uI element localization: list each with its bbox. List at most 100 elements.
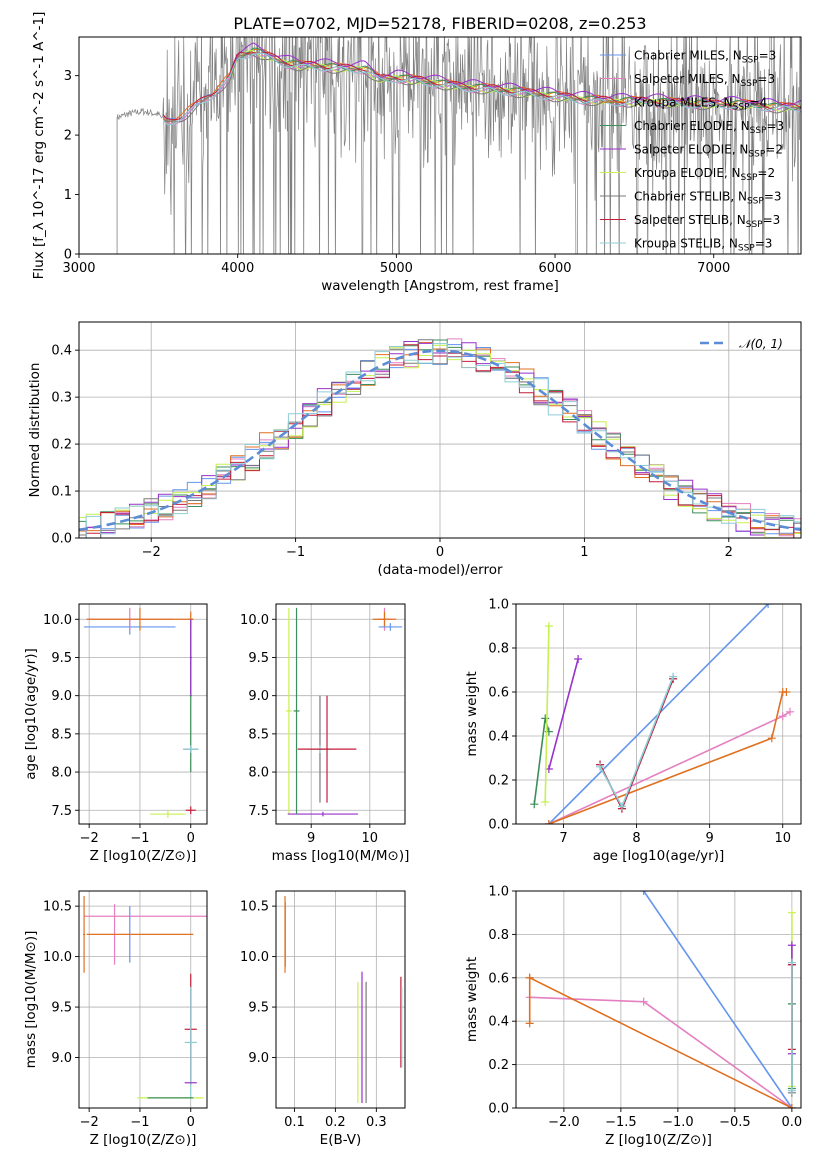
x-axis-label: Z [log10(Z/Z⊙)] xyxy=(90,1132,197,1148)
x-axis-label: (data-model)/error xyxy=(377,562,503,578)
y-axis-label: Normed distribution xyxy=(27,363,43,498)
legend-label: Chabrier STELIB, NSSP=3 xyxy=(634,190,782,207)
weight-line-salpeter-elodie xyxy=(548,658,579,770)
y-tick-label: 0.4 xyxy=(488,1015,509,1030)
x-tick-label: 1 xyxy=(580,545,588,560)
axes-mass_vs_Z: −2 −1 0 9.0 9.5 10.0 10.5 Z [log10(Z/Z⊙)] mass [… xyxy=(23,890,208,1148)
axes-spectrum: 3000 4000 5000 6000 7000 0 1 2 3 wavelength [Angs… xyxy=(31,12,802,294)
x-tick-label: −0.5 xyxy=(719,1115,751,1130)
weight-marker xyxy=(574,655,583,663)
y-tick-label: 10.0 xyxy=(240,613,269,628)
axes-age_vs_Z: −2 −1 0 7.5 8.0 8.5 9.0 9.5 10.0 Z [log10(Z/Z⊙)] a… xyxy=(23,603,208,864)
normal-curve xyxy=(79,349,801,532)
x-tick-label: 0 xyxy=(187,831,195,846)
axes-frame xyxy=(275,603,406,825)
weight-marker xyxy=(778,712,787,721)
y-tick-label: 0.0 xyxy=(488,818,509,833)
y-tick-label: 9.0 xyxy=(248,689,269,704)
plot-area xyxy=(285,607,403,817)
y-tick-label: 8.5 xyxy=(248,727,269,742)
weight-marker xyxy=(525,973,534,982)
weight-line-salpeter-miles xyxy=(548,711,791,824)
x-axis-label: Z [log10(Z/Z⊙)] xyxy=(90,848,197,864)
y-tick-label: 10.5 xyxy=(240,900,269,915)
weight-marker xyxy=(767,734,776,743)
axes-frame xyxy=(78,890,208,1109)
axes-frame xyxy=(78,603,208,825)
y-tick-label: 2 xyxy=(64,129,72,144)
x-tick-label: 0 xyxy=(187,1115,195,1130)
weight-marker xyxy=(787,941,796,950)
weight-marker xyxy=(525,1019,534,1028)
x-axis-label: mass [log10(M/M⊙)] xyxy=(272,848,410,864)
y-tick-label: 8.0 xyxy=(51,766,72,781)
x-tick-label: −2.0 xyxy=(548,1115,580,1130)
weight-line-salpeter-miles xyxy=(529,996,793,1108)
x-tick-label: −2 xyxy=(142,545,161,560)
y-tick-label: 3 xyxy=(64,69,72,84)
x-tick-label: 9 xyxy=(307,831,315,846)
y-axis-label: age [log10(age/yr)] xyxy=(23,648,39,780)
legend-label: Salpeter STELIB, NSSP=3 xyxy=(634,213,780,230)
y-tick-label: 1.0 xyxy=(488,598,509,613)
legend-label: Kroupa STELIB, NSSP=3 xyxy=(634,237,772,254)
y-tick-label: 10.0 xyxy=(240,950,269,965)
legend-label: Chabrier MILES, NSSP=3 xyxy=(634,49,776,66)
y-tick-label: 0.2 xyxy=(51,438,72,453)
y-tick-label: 9.0 xyxy=(51,689,72,704)
y-tick-label: 0 xyxy=(64,248,72,263)
weight-marker xyxy=(782,688,791,696)
histogram-chabrier-elodie xyxy=(79,339,801,538)
x-tick-label: 9 xyxy=(706,831,714,846)
weight-marker xyxy=(787,1086,796,1095)
axes-weight_vs_Z: −2.0 −1.5 −1.0 −0.5 0.0 0.0 0.2 0.4 0.6 0.8 1.0 Z [… xyxy=(464,885,802,1149)
x-tick-label: −2 xyxy=(80,831,99,846)
y-tick-label: 8.0 xyxy=(248,766,269,781)
x-tick-label: −1 xyxy=(286,545,305,560)
plot-area xyxy=(530,604,795,824)
y-tick-label: 0.6 xyxy=(488,971,509,986)
x-tick-label: −1 xyxy=(130,1115,149,1130)
histogram-kroupa-stelib xyxy=(79,343,801,538)
x-tick-label: 4000 xyxy=(221,261,254,276)
y-tick-label: 9.5 xyxy=(51,651,72,666)
axes-weight_vs_age: 7 8 9 10 0.0 0.2 0.4 0.6 0.8 1.0 age [log10(age/yr… xyxy=(464,598,802,864)
x-tick-label: 10 xyxy=(774,831,791,846)
plot-area xyxy=(79,338,801,538)
y-tick-label: 1.0 xyxy=(488,885,509,900)
y-axis-label: mass weight xyxy=(464,671,480,756)
y-axis-label: mass [log10(M/M⊙)] xyxy=(23,931,39,1069)
y-tick-label: 9.5 xyxy=(51,1001,72,1016)
weight-marker xyxy=(764,604,773,608)
y-tick-label: 0.2 xyxy=(488,774,509,789)
weight-marker xyxy=(544,622,553,630)
legend-label: Kroupa ELODIE, NSSP=2 xyxy=(634,166,775,183)
legend-label: 𝒩(0, 1) xyxy=(739,337,783,351)
weight-marker xyxy=(786,707,795,716)
y-tick-label: 9.0 xyxy=(51,1051,72,1066)
y-tick-label: 9.5 xyxy=(248,651,269,666)
x-axis-label: Z [log10(Z/Z⊙)] xyxy=(605,1132,712,1148)
legend-label: Salpeter ELODIE, NSSP=2 xyxy=(634,143,783,160)
axes-age_vs_mass: 9 10 7.5 8.0 8.5 9.0 9.5 10.0 mass [log10(M/M⊙)] xyxy=(240,603,410,864)
x-tick-label: −1.5 xyxy=(605,1115,637,1130)
axes-frame xyxy=(515,603,802,825)
weight-line-chabrier-miles xyxy=(643,891,793,1108)
x-tick-label: 0.1 xyxy=(284,1115,305,1130)
spectrum-legend: Chabrier MILES, NSSP=3 Salpeter MILES, NS… xyxy=(600,49,784,254)
y-tick-label: 10.5 xyxy=(43,900,72,915)
weight-marker xyxy=(669,672,678,681)
weight-marker xyxy=(541,798,550,806)
legend-label: Salpeter MILES, NSSP=3 xyxy=(634,72,775,89)
y-tick-label: 0.6 xyxy=(488,686,509,701)
x-tick-label: 6000 xyxy=(538,261,571,276)
x-tick-label: 3000 xyxy=(62,261,95,276)
weight-line-kroupa-miles xyxy=(528,976,793,1108)
y-axis-label: Flux [f_λ 10^-17 erg cm^-2 s^-1 A^-1] xyxy=(31,12,47,280)
axes-residuals: −2 −1 0 1 2 0.0 0.1 0.2 0.3 0.4 (data-model)/error… xyxy=(27,321,802,578)
y-axis-label: mass weight xyxy=(464,957,480,1042)
y-tick-label: 10.0 xyxy=(43,950,72,965)
y-tick-label: 0.1 xyxy=(51,485,72,500)
y-tick-label: 0.0 xyxy=(51,532,72,547)
plot-area xyxy=(83,896,207,1099)
